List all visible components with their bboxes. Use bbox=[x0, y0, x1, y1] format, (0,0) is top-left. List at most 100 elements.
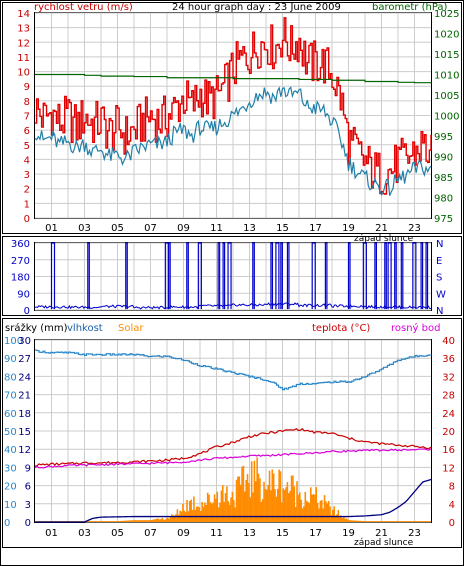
solar-bar bbox=[135, 520, 137, 522]
solar-bar bbox=[190, 499, 192, 522]
wind-direction-spike bbox=[400, 242, 404, 310]
y-tick-label-rain: 6 bbox=[25, 482, 31, 493]
y-tick-label-humidity: 30 bbox=[4, 463, 17, 474]
y-tick-label-rain: 27 bbox=[18, 354, 31, 365]
wind-direction-spike bbox=[217, 242, 221, 310]
wind-direction-spike bbox=[412, 242, 417, 310]
compass-label: N bbox=[436, 239, 443, 250]
solar-bar bbox=[197, 506, 199, 522]
solar-bar bbox=[129, 520, 132, 522]
solar-bar bbox=[404, 521, 407, 522]
y2-tick-label-barometer: 1005 bbox=[434, 91, 459, 102]
solar-bar bbox=[358, 520, 360, 522]
solar-bar bbox=[410, 521, 412, 522]
solar-bar bbox=[304, 491, 307, 522]
solar-bar bbox=[219, 502, 221, 522]
solar-bar bbox=[413, 521, 415, 522]
solar-bar bbox=[424, 521, 426, 522]
y2-tick-label-barometer: 985 bbox=[434, 173, 453, 184]
solar-bar bbox=[288, 493, 290, 522]
solar-bar bbox=[162, 519, 165, 522]
solar-bar bbox=[275, 496, 278, 522]
solar-bar bbox=[248, 483, 250, 522]
solar-bar bbox=[407, 521, 410, 522]
wind-direction-spike bbox=[280, 242, 283, 310]
solar-bar bbox=[341, 517, 344, 522]
y-tick-label-temperature: 36 bbox=[442, 354, 455, 365]
solar-bar bbox=[418, 521, 421, 522]
solar-bar bbox=[263, 481, 265, 522]
solar-bar bbox=[330, 515, 333, 522]
solar-bar bbox=[399, 521, 401, 522]
solar-bar bbox=[332, 509, 334, 522]
solar-bar bbox=[420, 521, 422, 522]
solar-bar bbox=[283, 489, 286, 522]
solar-bar bbox=[336, 514, 338, 522]
solar-bar bbox=[195, 506, 198, 522]
solar-bar bbox=[388, 521, 390, 522]
y-tick-label-wind: 2 bbox=[24, 185, 30, 196]
solar-bar bbox=[338, 517, 341, 522]
solar-bar bbox=[168, 518, 170, 522]
wind-direction-spike bbox=[425, 242, 429, 310]
solar-bar bbox=[299, 492, 301, 522]
solar-bar bbox=[117, 521, 120, 522]
barometer-line bbox=[35, 73, 432, 84]
solar-bar bbox=[308, 502, 311, 522]
wind-direction-spike bbox=[384, 242, 387, 310]
solar-bar bbox=[402, 521, 404, 522]
solar-bar bbox=[344, 518, 346, 522]
solar-bar bbox=[109, 521, 111, 522]
solar-bar bbox=[110, 521, 113, 522]
y2-tick-label-barometer: 975 bbox=[434, 214, 453, 225]
solar-bar bbox=[297, 494, 300, 522]
x-tick-label-wind: 07 bbox=[144, 223, 157, 234]
wind-direction-spike bbox=[125, 242, 128, 310]
solar-bar bbox=[385, 521, 388, 522]
solar-bar bbox=[171, 514, 173, 522]
solar-bar bbox=[250, 461, 253, 522]
y-tick-label-rain: 0 bbox=[25, 518, 31, 529]
rain-label: srážky (mm) bbox=[5, 322, 68, 334]
solar-bar bbox=[202, 506, 205, 522]
solar-bar bbox=[153, 519, 155, 522]
solar-bar bbox=[285, 487, 287, 522]
solar-bar bbox=[318, 508, 320, 522]
wind-direction-spike bbox=[347, 242, 351, 310]
panel-direction-frame bbox=[2, 236, 462, 316]
solar-bar bbox=[290, 475, 293, 522]
solar-bar bbox=[142, 520, 144, 522]
rain-line bbox=[35, 478, 432, 523]
solar-bar bbox=[167, 517, 169, 522]
solar-bar bbox=[242, 465, 245, 522]
solar-bar bbox=[149, 520, 151, 522]
y-tick-label-wind: 11 bbox=[17, 53, 30, 64]
wind-direction-spike bbox=[420, 242, 424, 310]
solar-bar bbox=[277, 488, 279, 522]
solar-bar bbox=[211, 503, 213, 522]
solar-bar bbox=[193, 496, 195, 522]
solar-bar bbox=[143, 520, 146, 522]
solar-bar bbox=[345, 518, 348, 522]
y-tick-label-direction: 0 bbox=[24, 306, 30, 317]
solar-bar bbox=[389, 521, 392, 522]
solar-bar bbox=[369, 521, 371, 522]
solar-bar bbox=[245, 480, 247, 522]
solar-bar bbox=[96, 521, 99, 522]
y-tick-label-temperature: 32 bbox=[442, 372, 455, 383]
solar-bar bbox=[156, 518, 158, 522]
solar-bar bbox=[387, 521, 389, 522]
dewpoint-label: rosný bod bbox=[391, 322, 440, 334]
solar-bar bbox=[134, 520, 136, 522]
solar-bar bbox=[182, 503, 184, 522]
y-tick-label-humidity: 40 bbox=[4, 445, 17, 456]
grid-layer bbox=[35, 12, 431, 523]
solar-bar bbox=[118, 520, 121, 522]
series-layer bbox=[34, 17, 432, 523]
y-tick-label-wind: 10 bbox=[17, 68, 30, 79]
wind-direction-spike bbox=[311, 242, 316, 310]
solar-bar bbox=[223, 501, 225, 522]
y-tick-label-temperature: 40 bbox=[442, 336, 455, 347]
y-tick-label-wind: 5 bbox=[24, 141, 30, 152]
y-tick-label-humidity: 90 bbox=[4, 354, 17, 365]
